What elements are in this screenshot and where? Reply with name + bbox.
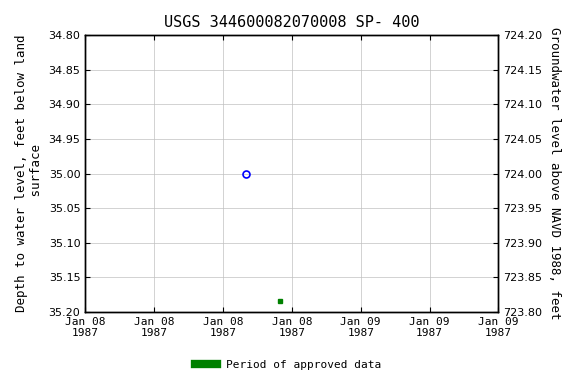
Y-axis label: Depth to water level, feet below land
 surface: Depth to water level, feet below land su…: [15, 35, 43, 312]
Title: USGS 344600082070008 SP- 400: USGS 344600082070008 SP- 400: [164, 15, 420, 30]
Legend: Period of approved data: Period of approved data: [191, 356, 385, 375]
Y-axis label: Groundwater level above NAVD 1988, feet: Groundwater level above NAVD 1988, feet: [548, 27, 561, 320]
